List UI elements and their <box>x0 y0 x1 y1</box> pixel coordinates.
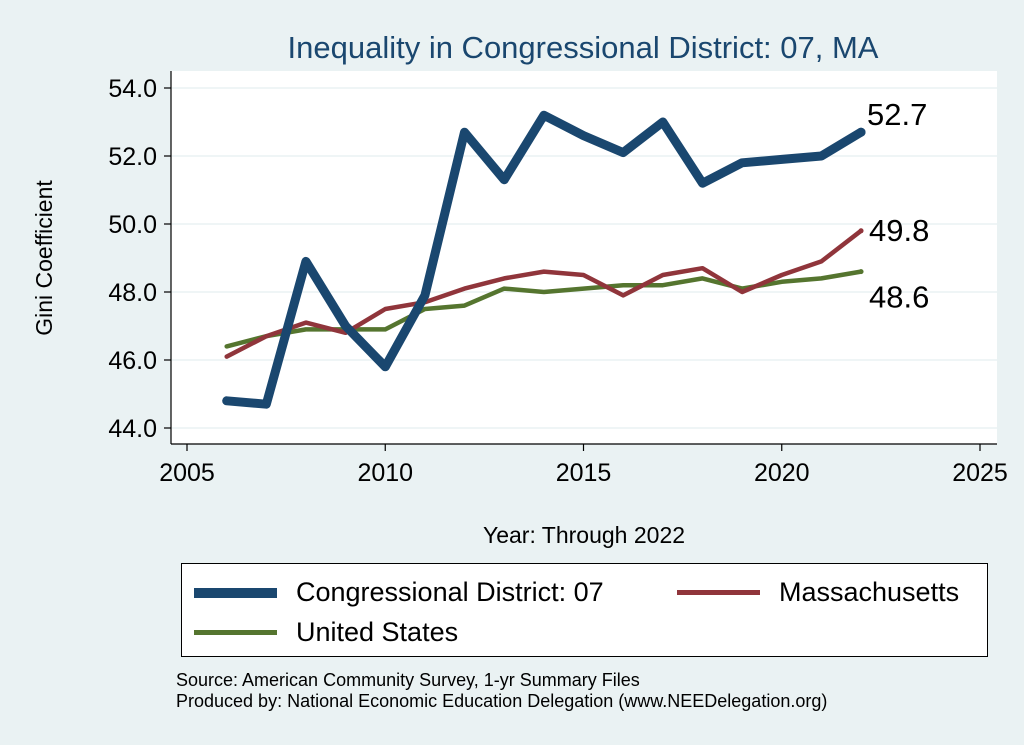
y-tick-label: 54.0 <box>108 75 157 103</box>
x-tick-label: 2025 <box>952 459 1008 487</box>
legend-swatch-district <box>194 587 277 598</box>
end-value-label: 48.6 <box>869 280 929 315</box>
series-lines <box>222 110 866 409</box>
source-line: Source: American Community Survey, 1-yr … <box>176 670 640 690</box>
y-tick-label: 44.0 <box>108 415 157 443</box>
x-tick-label: 2010 <box>357 459 413 487</box>
y-tick-label: 52.0 <box>108 143 157 171</box>
x-tick-label: 2005 <box>159 459 215 487</box>
y-tick-label: 46.0 <box>108 347 157 375</box>
series-end-marker <box>856 127 866 137</box>
source-note: Source: American Community Survey, 1-yr … <box>176 670 827 712</box>
x-tick-label: 2015 <box>556 459 612 487</box>
legend: Congressional District: 07 Massachusetts… <box>181 563 988 657</box>
series-end-marker <box>858 228 864 234</box>
chart-title: Inequality in Congressional District: 07… <box>288 30 879 65</box>
end-value-label: 52.7 <box>867 97 927 132</box>
y-tick-label: 50.0 <box>108 211 157 239</box>
x-tick-label: 2020 <box>754 459 810 487</box>
legend-item-united-states: United States <box>194 617 458 648</box>
x-axis-label: Year: Through 2022 <box>483 522 685 548</box>
end-value-label: 49.8 <box>869 213 929 248</box>
y-axis-label: Gini Coefficient <box>31 180 57 336</box>
legend-swatch-united-states <box>194 630 277 635</box>
series-line <box>224 228 864 359</box>
legend-label-district: Congressional District: 07 <box>296 577 604 607</box>
legend-label-united-states: United States <box>296 617 459 647</box>
series-end-marker <box>858 269 864 275</box>
legend-item-district: Congressional District: 07 <box>194 577 604 608</box>
legend-swatch-massachusetts <box>677 590 760 595</box>
end-labels: 52.7 49.8 48.6 <box>867 97 929 314</box>
grid-lines <box>171 87 997 429</box>
legend-item-massachusetts: Massachusetts <box>677 577 959 608</box>
axes: 44.0 46.0 48.0 50.0 52.0 54.0 2005 2010 2015 2020… <box>108 71 1008 487</box>
legend-label-massachusetts: Massachusetts <box>779 577 960 607</box>
produced-by-line: Produced by: National Economic Education… <box>176 691 828 711</box>
y-tick-label: 48.0 <box>108 279 157 307</box>
series-line <box>222 110 866 409</box>
